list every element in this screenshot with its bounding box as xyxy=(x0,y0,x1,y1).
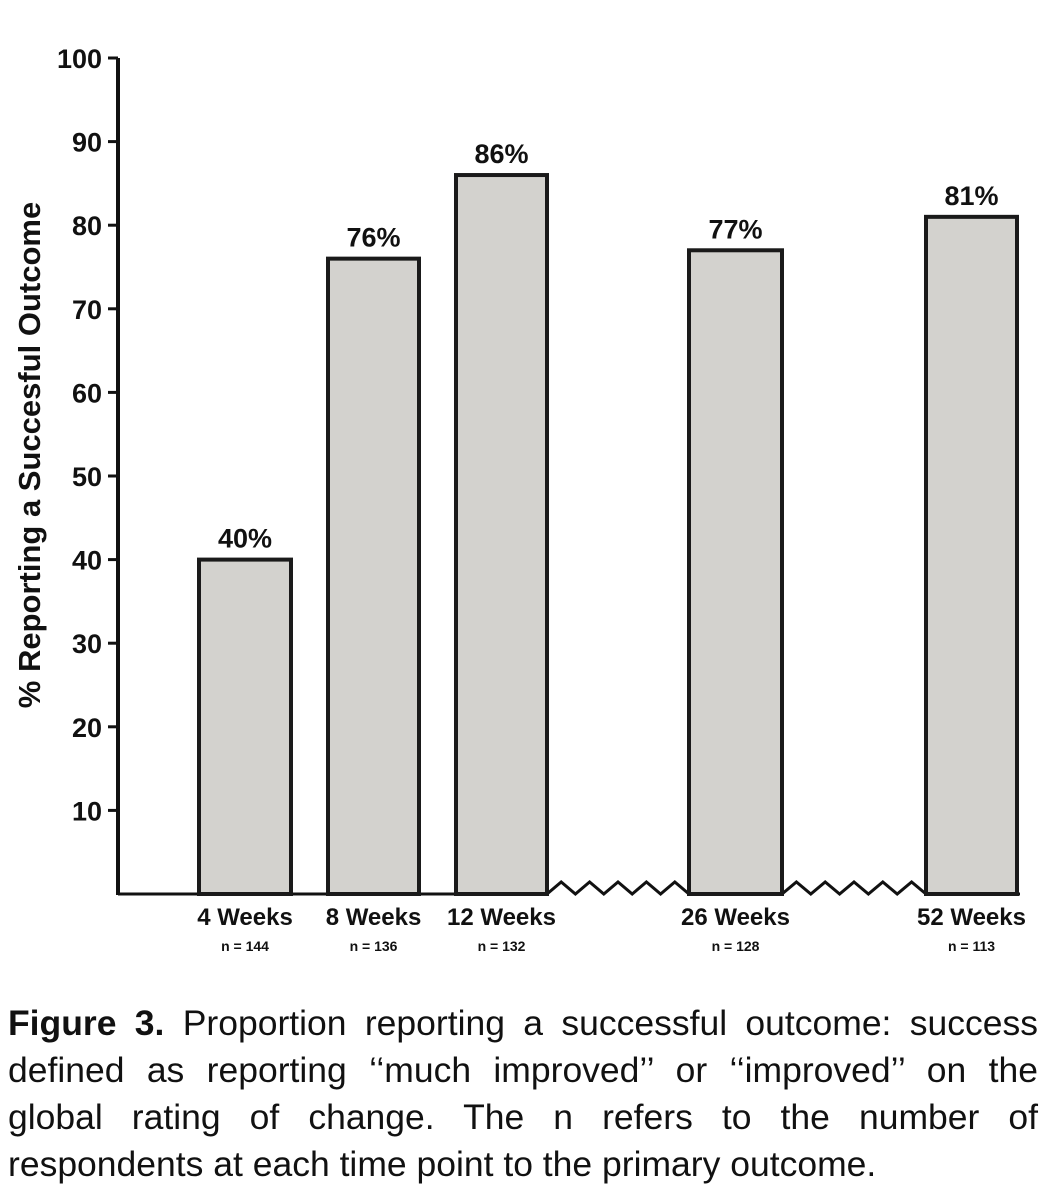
bar-value-label: 76% xyxy=(346,223,400,253)
y-tick-label: 90 xyxy=(72,128,102,158)
bar xyxy=(687,248,784,896)
caption-text: Proportion reporting a successful outcom… xyxy=(8,1003,1038,1184)
y-tick-label: 100 xyxy=(57,44,102,74)
bar-chart: % Reporting a Succesful Outcome 10 20 30 40… xyxy=(12,44,1026,954)
bar-value-label: 40% xyxy=(218,524,272,554)
y-tick-label: 20 xyxy=(72,713,102,743)
y-tick-label: 40 xyxy=(72,546,102,576)
bar xyxy=(454,173,549,897)
sample-size-label: n = 132 xyxy=(478,938,526,954)
figure-label: Figure 3. xyxy=(8,1003,165,1043)
bar xyxy=(326,256,421,896)
bar xyxy=(197,557,293,896)
figure-caption: Figure 3. Proportion reporting a success… xyxy=(8,1000,1038,1188)
sample-size-label: n = 128 xyxy=(712,938,760,954)
bars xyxy=(197,173,1019,897)
x-category-label: 52 Weeks xyxy=(917,904,1026,931)
x-category-label: 26 Weeks xyxy=(681,904,790,931)
sample-size-label: n = 136 xyxy=(350,938,398,954)
y-tick-label: 10 xyxy=(72,796,102,826)
y-tick-label: 70 xyxy=(72,295,102,325)
y-tick-label: 30 xyxy=(72,629,102,659)
y-tick-label: 60 xyxy=(72,378,102,408)
x-category-label: 12 Weeks xyxy=(447,904,556,931)
y-tick-label: 50 xyxy=(72,462,102,492)
y-axis-ticks: 10 20 30 40 50 60 70 80 90 100 xyxy=(57,44,118,826)
sample-size-label: n = 144 xyxy=(221,938,269,954)
bar-labels: 40% 4 Weeks n = 144 76% 8 Weeks n = 136 86% 12 … xyxy=(197,139,1026,954)
x-category-label: 4 Weeks xyxy=(197,904,293,931)
y-tick-label: 80 xyxy=(72,211,102,241)
bar xyxy=(924,214,1019,896)
bar-value-label: 86% xyxy=(474,139,528,169)
sample-size-label: n = 113 xyxy=(948,938,995,954)
x-category-label: 8 Weeks xyxy=(326,904,422,931)
bar-value-label: 81% xyxy=(944,181,998,211)
bar-value-label: 77% xyxy=(708,214,762,244)
y-axis-label: % Reporting a Succesful Outcome xyxy=(12,202,47,708)
